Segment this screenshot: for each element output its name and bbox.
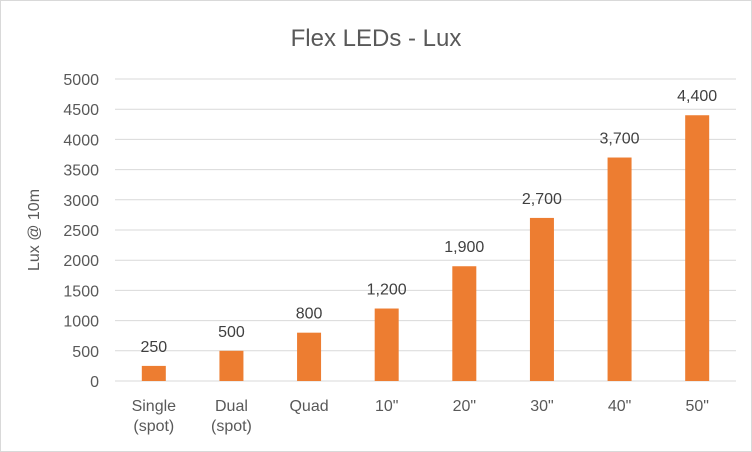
data-label: 4,400: [677, 88, 717, 105]
x-tick-label: 30": [530, 398, 553, 415]
bar: [297, 332, 322, 381]
y-tick-label: 3500: [63, 163, 99, 180]
y-tick-label: 2500: [63, 223, 99, 240]
y-tick-label: 4000: [63, 132, 99, 149]
data-label: 2,700: [522, 191, 562, 208]
bar: [529, 217, 554, 381]
bars: [141, 115, 710, 382]
bar: [607, 157, 632, 381]
data-label: 3,700: [600, 131, 640, 148]
y-tick-label: 1000: [63, 314, 99, 331]
y-axis-title: Lux @ 10m: [26, 189, 43, 271]
gridlines: [115, 78, 736, 382]
data-label: 500: [218, 324, 245, 341]
bar: [219, 350, 244, 381]
y-axis-ticks: 0 500 1000 1500 2000 2500 3000 3500 4000 4500 5000: [63, 72, 99, 391]
y-tick-label: 5000: [63, 72, 99, 89]
y-tick-label: 500: [72, 344, 99, 361]
bar: [452, 266, 477, 381]
y-tick-label: 3000: [63, 193, 99, 210]
data-label: 800: [296, 306, 323, 323]
x-axis-ticks: Single (spot) Dual (spot) Quad 10" 20" 30" 40" 50…: [132, 398, 709, 435]
x-tick-label: 40": [608, 398, 631, 415]
x-tick-label: (spot): [211, 418, 252, 435]
bar: [685, 115, 710, 382]
data-label: 250: [140, 339, 167, 356]
data-label: 1,200: [367, 282, 407, 299]
y-tick-label: 0: [90, 374, 99, 391]
data-labels: 250 500 800 1,200 1,900 2,700 3,700 4,400: [140, 88, 717, 356]
x-tick-label: Single: [132, 398, 177, 415]
y-tick-label: 4500: [63, 102, 99, 119]
x-tick-label: Dual: [215, 398, 248, 415]
bar: [374, 308, 399, 381]
chart-title: Flex LEDs - Lux: [291, 25, 462, 52]
y-tick-label: 2000: [63, 253, 99, 270]
x-tick-label: 20": [453, 398, 476, 415]
x-tick-label: (spot): [133, 418, 174, 435]
x-tick-label: 10": [375, 398, 398, 415]
x-tick-label: Quad: [289, 398, 328, 415]
y-tick-label: 1500: [63, 283, 99, 300]
bar: [141, 365, 166, 381]
x-tick-label: 50": [685, 398, 708, 415]
data-label: 1,900: [444, 239, 484, 256]
